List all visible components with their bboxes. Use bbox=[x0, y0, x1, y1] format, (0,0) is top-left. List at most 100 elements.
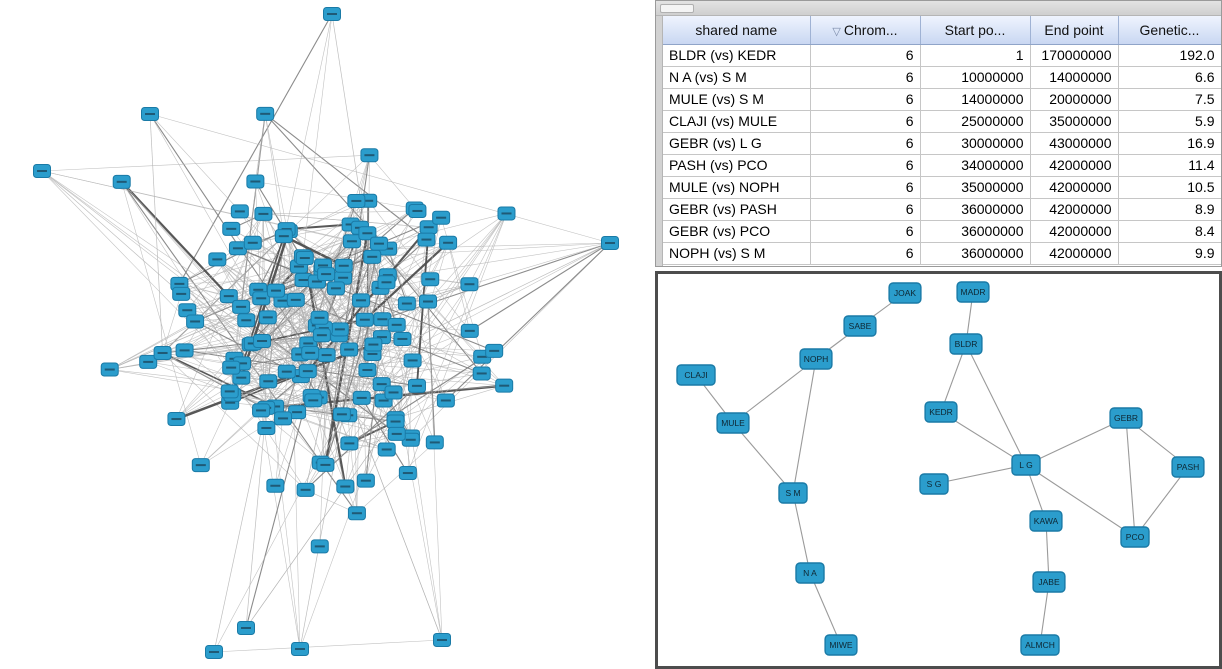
table-cell[interactable]: 6 bbox=[810, 242, 921, 265]
network-node[interactable]: MULE bbox=[716, 412, 750, 434]
table-cell[interactable]: 35000000 bbox=[920, 176, 1031, 199]
table-cell[interactable]: 10000000 bbox=[920, 66, 1031, 89]
node-shape[interactable] bbox=[1120, 526, 1150, 548]
node-shape[interactable] bbox=[1020, 634, 1060, 656]
column-header[interactable]: shared name bbox=[663, 16, 811, 45]
node-shape[interactable] bbox=[843, 315, 877, 337]
table-cell[interactable]: 42000000 bbox=[1030, 242, 1119, 265]
table-row[interactable]: PASH (vs) PCO 6 34000000 42000000 11.4 bbox=[663, 154, 1221, 177]
network-node[interactable]: ALMCH bbox=[1020, 634, 1060, 656]
node-shape[interactable] bbox=[1029, 510, 1063, 532]
node-shape[interactable] bbox=[1109, 407, 1143, 429]
network-node[interactable]: CLAJI bbox=[676, 364, 716, 386]
network-node[interactable]: MIWE bbox=[824, 634, 858, 656]
network-node[interactable]: MADR bbox=[956, 281, 990, 303]
node-shape[interactable] bbox=[888, 282, 922, 304]
table-cell[interactable]: 192.0 bbox=[1118, 44, 1221, 67]
table-cell[interactable]: 6 bbox=[810, 88, 921, 111]
table-row[interactable]: N A (vs) S M 6 10000000 14000000 6.6 bbox=[663, 66, 1221, 89]
table-scroll-thumb[interactable] bbox=[660, 4, 694, 13]
table-cell[interactable]: 170000000 bbox=[1030, 44, 1119, 67]
node-shape[interactable] bbox=[778, 482, 808, 504]
table-cell[interactable]: 14000000 bbox=[920, 88, 1031, 111]
table-row[interactable]: GEBR (vs) PASH 6 36000000 42000000 8.9 bbox=[663, 198, 1221, 221]
table-row[interactable]: GEBR (vs) L G 6 30000000 43000000 16.9 bbox=[663, 132, 1221, 155]
table-cell[interactable]: 10.5 bbox=[1118, 176, 1221, 199]
node-shape[interactable] bbox=[795, 562, 825, 584]
node-shape[interactable] bbox=[676, 364, 716, 386]
column-header[interactable]: Start po... bbox=[920, 16, 1031, 45]
network-node[interactable]: JABE bbox=[1032, 571, 1066, 593]
network-node[interactable]: PCO bbox=[1120, 526, 1150, 548]
column-header[interactable]: Genetic... bbox=[1118, 16, 1221, 45]
column-header[interactable]: ▽ Chrom... bbox=[810, 16, 921, 45]
network-node[interactable]: GEBR bbox=[1109, 407, 1143, 429]
table-cell[interactable]: 9.9 bbox=[1118, 242, 1221, 265]
node-shape[interactable] bbox=[949, 333, 983, 355]
table-cell[interactable]: 6.6 bbox=[1118, 66, 1221, 89]
table-cell[interactable]: MULE (vs) S M bbox=[663, 88, 811, 111]
node-shape[interactable] bbox=[956, 281, 990, 303]
table-cell[interactable]: 6 bbox=[810, 220, 921, 243]
network-node[interactable]: KEDR bbox=[924, 401, 958, 423]
table-cell[interactable]: MULE (vs) NOPH bbox=[663, 176, 811, 199]
network-node[interactable]: JOAK bbox=[888, 282, 922, 304]
table-cell[interactable]: 7.5 bbox=[1118, 88, 1221, 111]
table-cell[interactable]: 6 bbox=[810, 110, 921, 133]
table-cell[interactable]: 11.4 bbox=[1118, 154, 1221, 177]
table-cell[interactable]: N A (vs) S M bbox=[663, 66, 811, 89]
node-shape[interactable] bbox=[716, 412, 750, 434]
table-cell[interactable]: 14000000 bbox=[1030, 66, 1119, 89]
network-node[interactable]: N A bbox=[795, 562, 825, 584]
table-cell[interactable]: 43000000 bbox=[1030, 132, 1119, 155]
table-cell[interactable]: 6 bbox=[810, 66, 921, 89]
network-node[interactable]: SABE bbox=[843, 315, 877, 337]
table-cell[interactable]: 42000000 bbox=[1030, 154, 1119, 177]
table-row[interactable]: MULE (vs) NOPH 6 35000000 42000000 10.5 bbox=[663, 176, 1221, 199]
network-node[interactable]: L G bbox=[1011, 454, 1041, 476]
network-node[interactable]: NOPH bbox=[799, 348, 833, 370]
table-cell[interactable]: 25000000 bbox=[920, 110, 1031, 133]
table-scroll-area[interactable]: shared name ▽ Chrom... Start po... End point… bbox=[663, 16, 1221, 266]
table-cell[interactable]: 8.4 bbox=[1118, 220, 1221, 243]
table-row[interactable]: MULE (vs) S M 6 14000000 20000000 7.5 bbox=[663, 88, 1221, 111]
node-shape[interactable] bbox=[919, 473, 949, 495]
table-cell[interactable]: 36000000 bbox=[920, 242, 1031, 265]
main-network-panel[interactable] bbox=[0, 0, 652, 669]
table-cell[interactable]: 5.9 bbox=[1118, 110, 1221, 133]
table-cell[interactable]: 6 bbox=[810, 176, 921, 199]
network-node[interactable]: S M bbox=[778, 482, 808, 504]
table-cell[interactable]: 20000000 bbox=[1030, 88, 1119, 111]
node-shape[interactable] bbox=[1032, 571, 1066, 593]
table-cell[interactable]: GEBR (vs) L G bbox=[663, 132, 811, 155]
node-shape[interactable] bbox=[1171, 456, 1205, 478]
table-cell[interactable]: 6 bbox=[810, 154, 921, 177]
table-cell[interactable]: 35000000 bbox=[1030, 110, 1119, 133]
node-shape[interactable] bbox=[1011, 454, 1041, 476]
network-node[interactable]: KAWA bbox=[1029, 510, 1063, 532]
table-cell[interactable]: GEBR (vs) PCO bbox=[663, 220, 811, 243]
column-header[interactable]: End point bbox=[1030, 16, 1119, 45]
table-cell[interactable]: 8.9 bbox=[1118, 198, 1221, 221]
node-shape[interactable] bbox=[799, 348, 833, 370]
table-cell[interactable]: NOPH (vs) S M bbox=[663, 242, 811, 265]
network-node[interactable]: PASH bbox=[1171, 456, 1205, 478]
table-cell[interactable]: 36000000 bbox=[920, 220, 1031, 243]
subnetwork-canvas[interactable]: JOAK MADR SABE BLDR NOPH CLAJI KEDR GEBR MULE L G… bbox=[658, 274, 1219, 666]
table-cell[interactable]: 30000000 bbox=[920, 132, 1031, 155]
main-network-canvas[interactable] bbox=[0, 0, 652, 669]
table-cell[interactable]: BLDR (vs) KEDR bbox=[663, 44, 811, 67]
table-cell[interactable]: 36000000 bbox=[920, 198, 1031, 221]
node-shape[interactable] bbox=[924, 401, 958, 423]
table-cell[interactable]: 42000000 bbox=[1030, 198, 1119, 221]
table-cell[interactable]: 42000000 bbox=[1030, 220, 1119, 243]
table-cell[interactable]: 6 bbox=[810, 198, 921, 221]
table-cell[interactable]: 6 bbox=[810, 132, 921, 155]
table-row[interactable]: NOPH (vs) S M 6 36000000 42000000 9.9 bbox=[663, 242, 1221, 265]
table-row[interactable]: BLDR (vs) KEDR 6 1 170000000 192.0 bbox=[663, 44, 1221, 67]
network-node[interactable]: BLDR bbox=[949, 333, 983, 355]
table-cell[interactable]: PASH (vs) PCO bbox=[663, 154, 811, 177]
table-cell[interactable]: 42000000 bbox=[1030, 176, 1119, 199]
node-shape[interactable] bbox=[824, 634, 858, 656]
network-node[interactable]: S G bbox=[919, 473, 949, 495]
